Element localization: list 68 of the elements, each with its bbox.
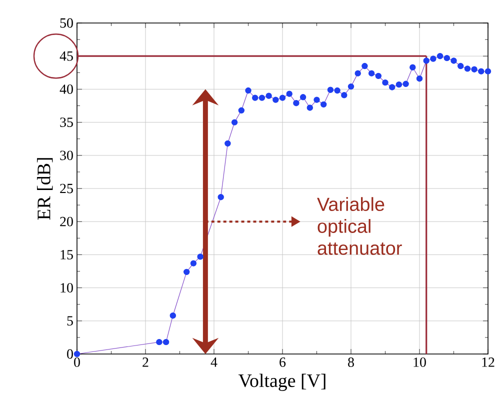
point (327, 86, 334, 93)
y-tick-label: 20 (60, 216, 73, 226)
point (272, 96, 279, 103)
point (348, 83, 354, 90)
point (197, 254, 204, 260)
x-axis-title: Voltage [V] (238, 374, 326, 391)
point (156, 338, 162, 346)
point (354, 70, 361, 76)
point (300, 94, 306, 100)
point (341, 92, 348, 98)
point (238, 107, 245, 114)
y-tick-label: 0 (67, 349, 73, 359)
x-tick-label: 8 (348, 358, 354, 367)
point (286, 90, 292, 97)
point (224, 140, 231, 147)
y-tick-label: 45 (60, 51, 73, 61)
point (162, 338, 170, 346)
point (184, 268, 190, 276)
point (423, 58, 430, 64)
point (464, 66, 471, 72)
x-tick-label: 2 (142, 358, 148, 367)
point (402, 80, 409, 88)
y-tick-label: 15 (60, 250, 73, 260)
point (245, 87, 252, 94)
point (218, 194, 224, 200)
point (362, 62, 368, 70)
point (279, 94, 286, 101)
y-axis-title: ER [dB] (37, 158, 53, 220)
point (314, 96, 320, 103)
point (306, 104, 314, 111)
x-tick-label: 6 (280, 358, 286, 367)
y-tick-label: 10 (60, 283, 73, 293)
point (471, 66, 478, 72)
x-tick-label: 10 (414, 358, 426, 367)
annotation: Variable optical attenuator (317, 197, 402, 255)
y-tick-label: 50 (60, 18, 73, 28)
point (458, 62, 464, 70)
point (320, 101, 327, 108)
point (382, 79, 388, 86)
point (334, 87, 340, 94)
point (266, 92, 272, 99)
point (430, 56, 436, 62)
point (396, 81, 402, 88)
point (410, 64, 416, 70)
point (484, 68, 492, 74)
point (252, 94, 258, 101)
point (258, 94, 266, 101)
y-tick-label: 5 (67, 316, 73, 326)
point (444, 54, 450, 62)
x-tick-label: 0 (74, 358, 80, 367)
point (368, 70, 375, 76)
point (293, 100, 300, 106)
point (416, 76, 423, 82)
point (478, 68, 484, 74)
point (375, 72, 382, 80)
x-tick-label: 4 (210, 358, 218, 367)
y-tick-label: 40 (60, 84, 73, 94)
point (74, 350, 80, 358)
y-tick-label: 35 (60, 118, 73, 127)
y-tick-label: 25 (60, 184, 73, 194)
y-tick-label: 30 (60, 150, 73, 160)
x-tick-label: 12 (482, 358, 494, 367)
point (389, 84, 396, 90)
point (231, 119, 238, 126)
point (170, 312, 176, 319)
point (450, 58, 457, 64)
point (190, 260, 197, 266)
point (436, 53, 444, 60)
